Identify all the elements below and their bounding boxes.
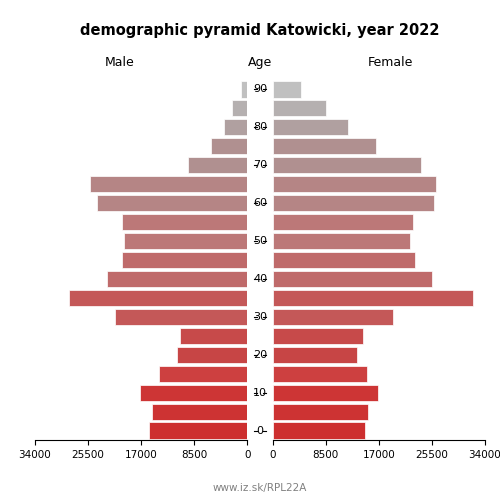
Bar: [272, 384, 378, 400]
Bar: [272, 195, 434, 211]
Bar: [272, 120, 347, 136]
Text: www.iz.sk/RPL22A: www.iz.sk/RPL22A: [213, 482, 307, 492]
Bar: [272, 138, 376, 154]
Bar: [272, 100, 326, 116]
Bar: [178, 346, 248, 363]
Bar: [124, 233, 248, 249]
Bar: [272, 404, 368, 419]
Bar: [272, 366, 367, 382]
Bar: [272, 271, 432, 287]
Text: Female: Female: [368, 56, 412, 69]
Text: 0: 0: [256, 426, 264, 436]
Bar: [272, 214, 413, 230]
Text: Male: Male: [105, 56, 135, 69]
Text: 40: 40: [253, 274, 267, 284]
Bar: [140, 384, 248, 400]
Text: 10: 10: [253, 388, 267, 398]
Text: 60: 60: [253, 198, 267, 208]
Bar: [272, 422, 365, 438]
Bar: [272, 233, 410, 249]
Bar: [180, 328, 248, 344]
Bar: [70, 290, 248, 306]
Text: demographic pyramid Katowicki, year 2022: demographic pyramid Katowicki, year 2022: [80, 22, 440, 38]
Bar: [98, 195, 248, 211]
Bar: [224, 120, 248, 136]
Bar: [232, 100, 248, 116]
Text: 20: 20: [253, 350, 267, 360]
Bar: [122, 214, 248, 230]
Bar: [272, 309, 392, 325]
Text: 90: 90: [253, 84, 267, 94]
Text: 70: 70: [253, 160, 267, 170]
Bar: [122, 252, 248, 268]
Bar: [272, 252, 415, 268]
Bar: [115, 309, 248, 325]
Bar: [241, 82, 248, 98]
Bar: [90, 176, 248, 192]
Text: Age: Age: [248, 56, 272, 69]
Bar: [107, 271, 248, 287]
Bar: [188, 157, 248, 174]
Bar: [272, 157, 422, 174]
Bar: [272, 346, 357, 363]
Bar: [152, 404, 248, 419]
Bar: [158, 366, 248, 382]
Text: 80: 80: [253, 122, 267, 132]
Bar: [211, 138, 248, 154]
Bar: [272, 290, 472, 306]
Bar: [272, 328, 364, 344]
Bar: [272, 82, 301, 98]
Bar: [148, 422, 248, 438]
Text: 50: 50: [253, 236, 267, 246]
Text: 30: 30: [253, 312, 267, 322]
Bar: [272, 176, 436, 192]
